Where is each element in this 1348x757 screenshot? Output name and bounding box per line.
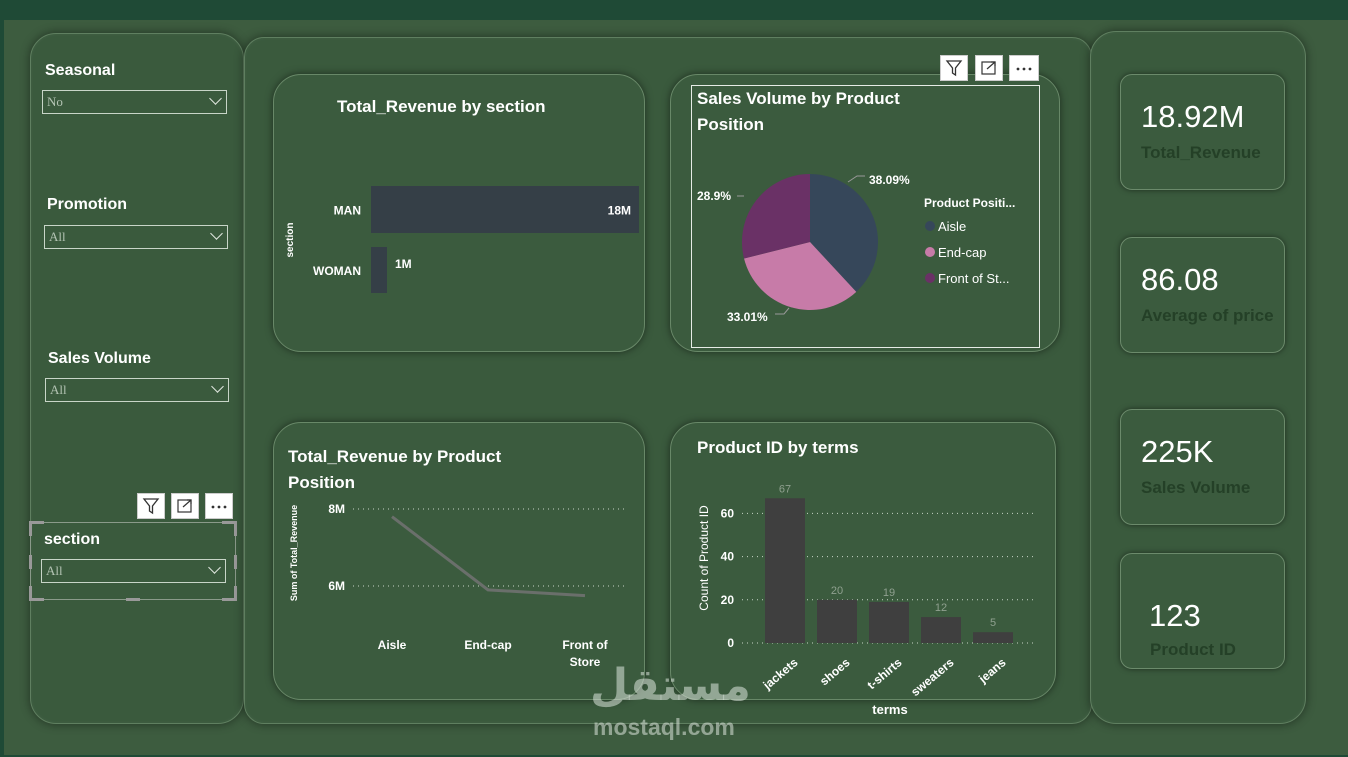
kpi-average-price[interactable]: 86.08 Average of price bbox=[1120, 237, 1285, 353]
legend-marker bbox=[925, 273, 935, 283]
kpi-value: 86.08 bbox=[1141, 262, 1219, 297]
revenue-by-section-chart: section MAN 18M WOMAN 1M bbox=[285, 186, 639, 293]
section-dropdown[interactable]: All bbox=[41, 559, 226, 583]
revenue-by-position-chart: Sum of Total_Revenue 8M 6M Aisle End-cap Fron… bbox=[289, 502, 625, 669]
data-label: 19 bbox=[883, 587, 895, 599]
tick-label: 20 bbox=[721, 593, 735, 607]
productid-by-terms-chart: Count of Product ID 0 20 40 60 67 jackets 20 sho… bbox=[697, 483, 1035, 717]
focus-mode-icon[interactable] bbox=[171, 493, 199, 519]
kpi-product-id[interactable]: 123 Product ID bbox=[1120, 553, 1285, 669]
category-label: jackets bbox=[760, 655, 801, 693]
bar bbox=[869, 601, 909, 643]
chart-title: Product ID by terms bbox=[697, 438, 859, 457]
kpi-total-revenue[interactable]: 18.92M Total_Revenue bbox=[1120, 74, 1285, 190]
category-label: Aisle bbox=[378, 638, 407, 652]
tick-label: 0 bbox=[727, 636, 734, 650]
kpi-value: 18.92M bbox=[1141, 99, 1245, 134]
legend-marker bbox=[925, 221, 935, 231]
visual-selection-border bbox=[691, 85, 1040, 348]
kpi-value: 225K bbox=[1141, 434, 1214, 469]
chart-title: Total_Revenue by Product Position bbox=[288, 447, 502, 492]
filter-icon[interactable] bbox=[940, 55, 968, 81]
kpi-label: Total_Revenue bbox=[1141, 143, 1261, 162]
kpi-label: Average of price bbox=[1141, 306, 1274, 325]
chevron-down-icon bbox=[208, 561, 221, 574]
legend-title: Product Positi... bbox=[924, 196, 1015, 210]
section-slicer-selection[interactable] bbox=[29, 521, 237, 601]
slicer-title-section: section bbox=[44, 531, 101, 548]
bar bbox=[921, 617, 961, 643]
watermark-logo: مستقل bbox=[590, 660, 751, 711]
legend-marker bbox=[925, 247, 935, 257]
category-label: t-shirts bbox=[864, 655, 904, 692]
category-label: Front of bbox=[562, 638, 608, 652]
more-options-icon[interactable] bbox=[205, 493, 233, 519]
chart-title: Sales Volume by Product Position bbox=[697, 89, 900, 134]
category-label: jeans bbox=[975, 655, 1009, 686]
category-label: End-cap bbox=[464, 638, 511, 652]
data-label: 12 bbox=[935, 602, 947, 614]
kpi-value: 123 bbox=[1149, 598, 1201, 633]
legend-label: End-cap bbox=[938, 245, 986, 260]
data-label: 18M bbox=[608, 204, 631, 218]
data-label: 20 bbox=[831, 585, 843, 597]
sales-volume-value: All bbox=[50, 382, 67, 397]
slicer-title-seasonal: Seasonal bbox=[45, 62, 116, 79]
more-options-icon[interactable] bbox=[1009, 55, 1039, 81]
tick-label: 8M bbox=[328, 502, 345, 516]
slicer-title-promotion: Promotion bbox=[47, 196, 127, 213]
leader-line bbox=[847, 175, 865, 183]
pie-slice bbox=[810, 174, 878, 292]
data-label: 67 bbox=[779, 483, 791, 495]
category-label: MAN bbox=[334, 204, 361, 218]
data-label: 38.09% bbox=[869, 173, 910, 187]
chevron-down-icon bbox=[210, 227, 223, 240]
y-axis-title: section bbox=[285, 222, 296, 257]
section-value: All bbox=[46, 563, 63, 578]
tick-label: 40 bbox=[721, 550, 735, 564]
data-label: 33.01% bbox=[727, 310, 768, 324]
kpi-label: Product ID bbox=[1150, 640, 1236, 659]
focus-mode-icon[interactable] bbox=[975, 55, 1003, 81]
category-label: WOMAN bbox=[313, 264, 361, 278]
legend-label: Aisle bbox=[938, 219, 966, 234]
promotion-value: All bbox=[49, 229, 66, 244]
data-label: 1M bbox=[395, 257, 412, 271]
bar bbox=[371, 247, 387, 293]
productid-by-terms-card[interactable] bbox=[670, 422, 1056, 700]
promotion-dropdown[interactable]: All bbox=[44, 225, 228, 249]
chevron-down-icon bbox=[209, 92, 222, 105]
kpi-sales-volume[interactable]: 225K Sales Volume bbox=[1120, 409, 1285, 525]
watermark-text: mostaql.com bbox=[593, 714, 735, 740]
legend-label: Front of St... bbox=[938, 271, 1010, 286]
volume-by-position-chart: 38.09% 33.01% 28.9% Product Positi... Aisle E… bbox=[697, 173, 1015, 324]
seasonal-dropdown[interactable]: No bbox=[42, 90, 227, 114]
pie-slice bbox=[742, 174, 810, 259]
series-line bbox=[391, 515, 586, 598]
kpi-label: Sales Volume bbox=[1141, 478, 1251, 497]
x-axis-title: terms bbox=[872, 702, 907, 717]
data-label: 28.9% bbox=[697, 189, 731, 203]
chart-title: Total_Revenue by section bbox=[337, 97, 546, 116]
category-label: sweaters bbox=[908, 655, 957, 699]
bar bbox=[817, 599, 857, 643]
leader-line bbox=[775, 307, 790, 315]
revenue-by-position-card[interactable] bbox=[273, 422, 645, 700]
category-label: Store bbox=[570, 655, 601, 669]
data-label: 5 bbox=[990, 617, 996, 629]
bar bbox=[973, 632, 1013, 643]
y-axis-title: Sum of Total_Revenue bbox=[289, 505, 299, 601]
tick-label: 6M bbox=[328, 579, 345, 593]
seasonal-value: No bbox=[47, 94, 63, 109]
chevron-down-icon bbox=[211, 380, 224, 393]
bar bbox=[765, 498, 805, 643]
filter-icon[interactable] bbox=[137, 493, 165, 519]
bar bbox=[371, 186, 639, 233]
pie-slice bbox=[744, 242, 857, 310]
tick-label: 60 bbox=[721, 506, 735, 520]
category-label: shoes bbox=[817, 655, 853, 688]
sales-volume-dropdown[interactable]: All bbox=[45, 378, 229, 402]
slicer-title-sales-volume: Sales Volume bbox=[48, 350, 151, 367]
y-axis-title: Count of Product ID bbox=[697, 505, 711, 611]
